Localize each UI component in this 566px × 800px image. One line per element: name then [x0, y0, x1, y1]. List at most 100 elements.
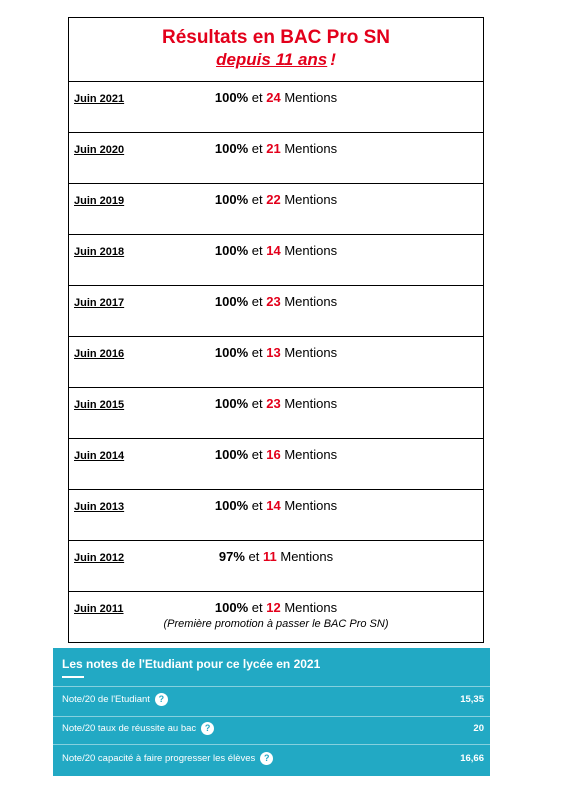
year-cell: Juin 2015 100% et 23 Mentions: [68, 387, 484, 439]
panel-row-progression: Note/20 capacité à faire progresser les …: [62, 750, 484, 766]
year-label: Juin 2015: [74, 399, 125, 411]
conjunction: et: [251, 192, 263, 207]
success-rate: 100%: [214, 192, 249, 207]
mentions-count: 23: [266, 396, 281, 411]
table-row: Juin 2011 100% et 12 Mentions (Première pr…: [68, 591, 484, 643]
result-text: 100% et 16 Mentions: [69, 447, 483, 462]
help-icon[interactable]: ?: [154, 692, 168, 706]
mentions-count: 24: [266, 90, 281, 105]
year-label: Juin 2013: [74, 501, 125, 513]
success-rate: 100%: [214, 90, 249, 105]
mentions-count: 12: [266, 600, 281, 615]
year-cell: Juin 2016 100% et 13 Mentions: [68, 336, 484, 388]
subtitle-exclamation: !: [330, 50, 336, 69]
page-subtitle: depuis 11 ans!: [69, 49, 483, 71]
table-row: Juin 2014 100% et 16 Mentions: [68, 438, 484, 490]
table-row: Juin 2021 100% et 24 Mentions: [68, 81, 484, 133]
year-label: Juin 2018: [74, 246, 125, 258]
year-label: Juin 2012: [74, 552, 125, 564]
success-rate: 100%: [214, 294, 249, 309]
mentions-count: 13: [266, 345, 281, 360]
conjunction: et: [251, 600, 263, 615]
result-text: 97% et 11 Mentions: [69, 549, 483, 564]
success-rate: 100%: [214, 600, 249, 615]
panel-row-label: Note/20 capacité à faire progresser les …: [62, 752, 256, 764]
title-cell: Résultats en BAC Pro SN depuis 11 ans!: [68, 17, 484, 82]
mentions-count: 11: [263, 549, 277, 564]
panel-row-value: 16,66: [460, 752, 484, 764]
mentions-word: Mentions: [284, 498, 338, 513]
result-text: 100% et 21 Mentions: [69, 141, 483, 156]
year-label: Juin 2014: [74, 450, 125, 462]
panel-row-value: 20: [473, 722, 484, 734]
mentions-count: 23: [266, 294, 281, 309]
conjunction: et: [251, 498, 263, 513]
year-cell: Juin 2020 100% et 21 Mentions: [68, 132, 484, 184]
results-table: Résultats en BAC Pro SN depuis 11 ans! J…: [68, 17, 484, 643]
page-title: Résultats en BAC Pro SN: [161, 27, 391, 48]
result-text: 100% et 22 Mentions: [69, 192, 483, 207]
subtitle-text: depuis 11 ans: [216, 50, 328, 69]
year-cell: Juin 2019 100% et 22 Mentions: [68, 183, 484, 235]
success-rate: 100%: [214, 141, 249, 156]
panel-title: Les notes de l'Etudiant pour ce lycée en…: [62, 657, 321, 671]
conjunction: et: [251, 90, 263, 105]
result-text: 100% et 13 Mentions: [69, 345, 483, 360]
success-rate: 100%: [214, 243, 249, 258]
result-text: 100% et 14 Mentions: [69, 498, 483, 513]
table-row: Juin 2017 100% et 23 Mentions: [68, 285, 484, 337]
conjunction: et: [248, 549, 260, 564]
mentions-word: Mentions: [284, 600, 338, 615]
mentions-count: 16: [266, 447, 281, 462]
success-rate: 100%: [214, 447, 249, 462]
mentions-word: Mentions: [280, 549, 334, 564]
panel-row-label: Note/20 de l'Etudiant: [62, 693, 150, 705]
year-label: Juin 2016: [74, 348, 125, 360]
mentions-word: Mentions: [284, 294, 338, 309]
result-text: 100% et 23 Mentions: [69, 396, 483, 411]
year-label: Juin 2017: [74, 297, 125, 309]
year-label: Juin 2019: [74, 195, 125, 207]
year-cell: Juin 2011 100% et 12 Mentions (Première pr…: [68, 591, 484, 643]
promotion-note: (Première promotion à passer le BAC Pro …: [163, 618, 389, 630]
table-row: Juin 2018 100% et 14 Mentions: [68, 234, 484, 286]
panel-row-note-etudiant: Note/20 de l'Etudiant ? 15,35: [62, 691, 484, 707]
year-label: Juin 2011: [74, 603, 124, 615]
table-row: Juin 2012 97% et 11 Mentions: [68, 540, 484, 592]
year-label: Juin 2020: [74, 144, 125, 156]
help-icon[interactable]: ?: [201, 721, 215, 735]
mentions-count: 21: [266, 141, 281, 156]
table-row: Juin 2020 100% et 21 Mentions: [68, 132, 484, 184]
mentions-count: 14: [266, 243, 281, 258]
mentions-word: Mentions: [284, 447, 338, 462]
table-row: Juin 2019 100% et 22 Mentions: [68, 183, 484, 235]
panel-row-reussite: Note/20 taux de réussite au bac ? 20: [62, 720, 484, 736]
results-rows: Juin 2021 100% et 24 Mentions Juin 2020 100…: [68, 81, 484, 643]
year-label: Juin 2021: [74, 93, 125, 105]
success-rate: 100%: [214, 396, 249, 411]
panel-divider: [53, 744, 490, 745]
year-cell: Juin 2012 97% et 11 Mentions: [68, 540, 484, 592]
mentions-count: 22: [266, 192, 281, 207]
mentions-word: Mentions: [284, 141, 338, 156]
conjunction: et: [251, 447, 263, 462]
panel-divider: [53, 686, 490, 687]
year-cell: Juin 2013 100% et 14 Mentions: [68, 489, 484, 541]
success-rate: 100%: [214, 345, 249, 360]
year-cell: Juin 2014 100% et 16 Mentions: [68, 438, 484, 490]
mentions-word: Mentions: [284, 192, 338, 207]
mentions-word: Mentions: [284, 345, 338, 360]
help-icon[interactable]: ?: [260, 751, 274, 765]
table-row: Juin 2015 100% et 23 Mentions: [68, 387, 484, 439]
year-cell: Juin 2017 100% et 23 Mentions: [68, 285, 484, 337]
conjunction: et: [251, 243, 263, 258]
table-row: Juin 2016 100% et 13 Mentions: [68, 336, 484, 388]
mentions-count: 14: [266, 498, 281, 513]
mentions-word: Mentions: [284, 243, 338, 258]
result-text: 100% et 24 Mentions: [69, 90, 483, 105]
panel-row-label: Note/20 taux de réussite au bac: [62, 722, 197, 734]
year-cell: Juin 2021 100% et 24 Mentions: [68, 81, 484, 133]
panel-title-underline: [62, 676, 84, 678]
result-text: 100% et 14 Mentions: [69, 243, 483, 258]
year-cell: Juin 2018 100% et 14 Mentions: [68, 234, 484, 286]
